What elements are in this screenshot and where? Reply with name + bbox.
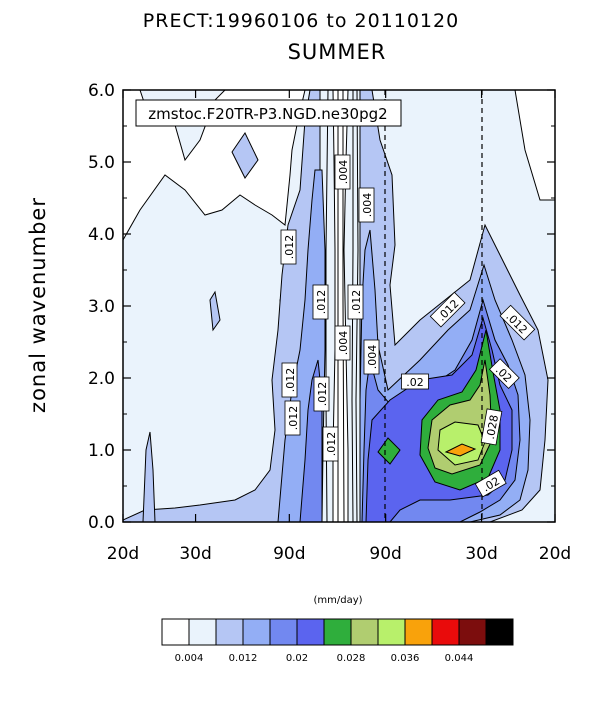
x-tick-label: 20d [539, 544, 571, 564]
colorbar: 0.004 0.012 0.02 0.028 0.036 0.044 [161, 618, 514, 664]
colorbar-swatch [458, 618, 487, 646]
y-tick-label: 0.0 [88, 513, 115, 533]
svg-text:.012: .012 [283, 235, 296, 260]
chart-subtitle: SUMMER [288, 40, 387, 64]
x-tick-label: 30d [465, 544, 497, 564]
colorbar-label: 0.02 [286, 653, 308, 664]
svg-text:.004: .004 [366, 345, 379, 370]
y-tick-label: 2.0 [88, 369, 115, 389]
colorbar-label: 0.036 [391, 653, 420, 664]
colorbar-swatch [296, 618, 325, 646]
contour-label: .012 [280, 229, 297, 265]
y-axis: 0.0 1.0 2.0 3.0 4.0 5.0 6.0 [88, 81, 555, 533]
contour-label: .012 [347, 284, 364, 320]
fill-level-0.036 [444, 443, 477, 457]
contour-label: .012 [322, 426, 339, 462]
contour-label: .028 [480, 408, 503, 446]
fill-level-0.008-patch-c [209, 290, 221, 332]
contour-label: .02 [401, 373, 429, 390]
colorbar-swatch [269, 618, 298, 646]
colorbar-label: 0.044 [445, 653, 474, 664]
colorbar-swatch [188, 618, 217, 646]
x-tick-label: 30d [179, 544, 211, 564]
y-tick-label: 3.0 [88, 297, 115, 317]
contour-label: .004 [334, 325, 351, 361]
colorbar-swatch [404, 618, 433, 646]
svg-text:.012: .012 [350, 290, 363, 315]
colorbar-unit: (mm/day) [313, 595, 362, 606]
colorbar-swatch [377, 618, 406, 646]
y-tick-label: 5.0 [88, 153, 115, 173]
y-tick-label: 1.0 [88, 441, 115, 461]
contour-label: .004 [334, 154, 351, 190]
svg-text:.012: .012 [325, 432, 338, 457]
colorbar-swatch [485, 618, 514, 646]
svg-text:.028: .028 [484, 414, 501, 440]
svg-text:.02: .02 [406, 376, 424, 389]
fill-white-right-top [514, 90, 555, 201]
fill-level-0.008-patch-a [231, 132, 259, 179]
colorbar-swatch [350, 618, 379, 646]
colorbar-label: 0.028 [337, 653, 366, 664]
colorbar-swatch [242, 618, 271, 646]
x-tick-label: 20d [107, 544, 139, 564]
y-tick-label: 6.0 [88, 81, 115, 101]
svg-text:.004: .004 [337, 160, 350, 185]
colorbar-label: 0.004 [175, 653, 204, 664]
colorbar-swatch [161, 618, 190, 646]
svg-text:.012: .012 [287, 406, 300, 431]
fill-white-top-left [123, 90, 306, 242]
svg-text:.012: .012 [316, 382, 329, 407]
contour-label: .004 [358, 187, 375, 223]
contour-labels: .004 .012 .004 .012 .004 .012 .012 .004 .012 .012… [280, 154, 536, 498]
chart-title: PRECT:19960106 to 20110120 [143, 10, 459, 32]
x-tick-label: 90d [273, 544, 305, 564]
fill-level-0.008-patch-b [142, 431, 156, 522]
colorbar-label: 0.012 [229, 653, 258, 664]
annotation-box: zmstoc.F20TR-P3.NGD.ne30pg2 [135, 99, 402, 127]
annotation-text: zmstoc.F20TR-P3.NGD.ne30pg2 [148, 105, 387, 123]
contour-label: .012 [281, 362, 298, 398]
y-axis-label: zonal wavenumber [26, 197, 50, 413]
svg-text:.012: .012 [284, 368, 297, 393]
y-tick-label: 4.0 [88, 225, 115, 245]
colorbar-swatch [215, 618, 244, 646]
x-axis: 20d 30d 90d 90d 30d 20d [107, 90, 571, 564]
svg-text:.012: .012 [315, 290, 328, 315]
svg-text:.004: .004 [361, 193, 374, 218]
x-tick-label: 90d [369, 544, 401, 564]
contour-label: .012 [312, 284, 329, 320]
colorbar-swatch [431, 618, 460, 646]
contour-label: .012 [313, 376, 330, 412]
svg-text:.004: .004 [337, 331, 350, 356]
contour-label: .004 [363, 339, 380, 375]
colorbar-swatch [323, 618, 352, 646]
contour-label: .012 [284, 400, 301, 436]
